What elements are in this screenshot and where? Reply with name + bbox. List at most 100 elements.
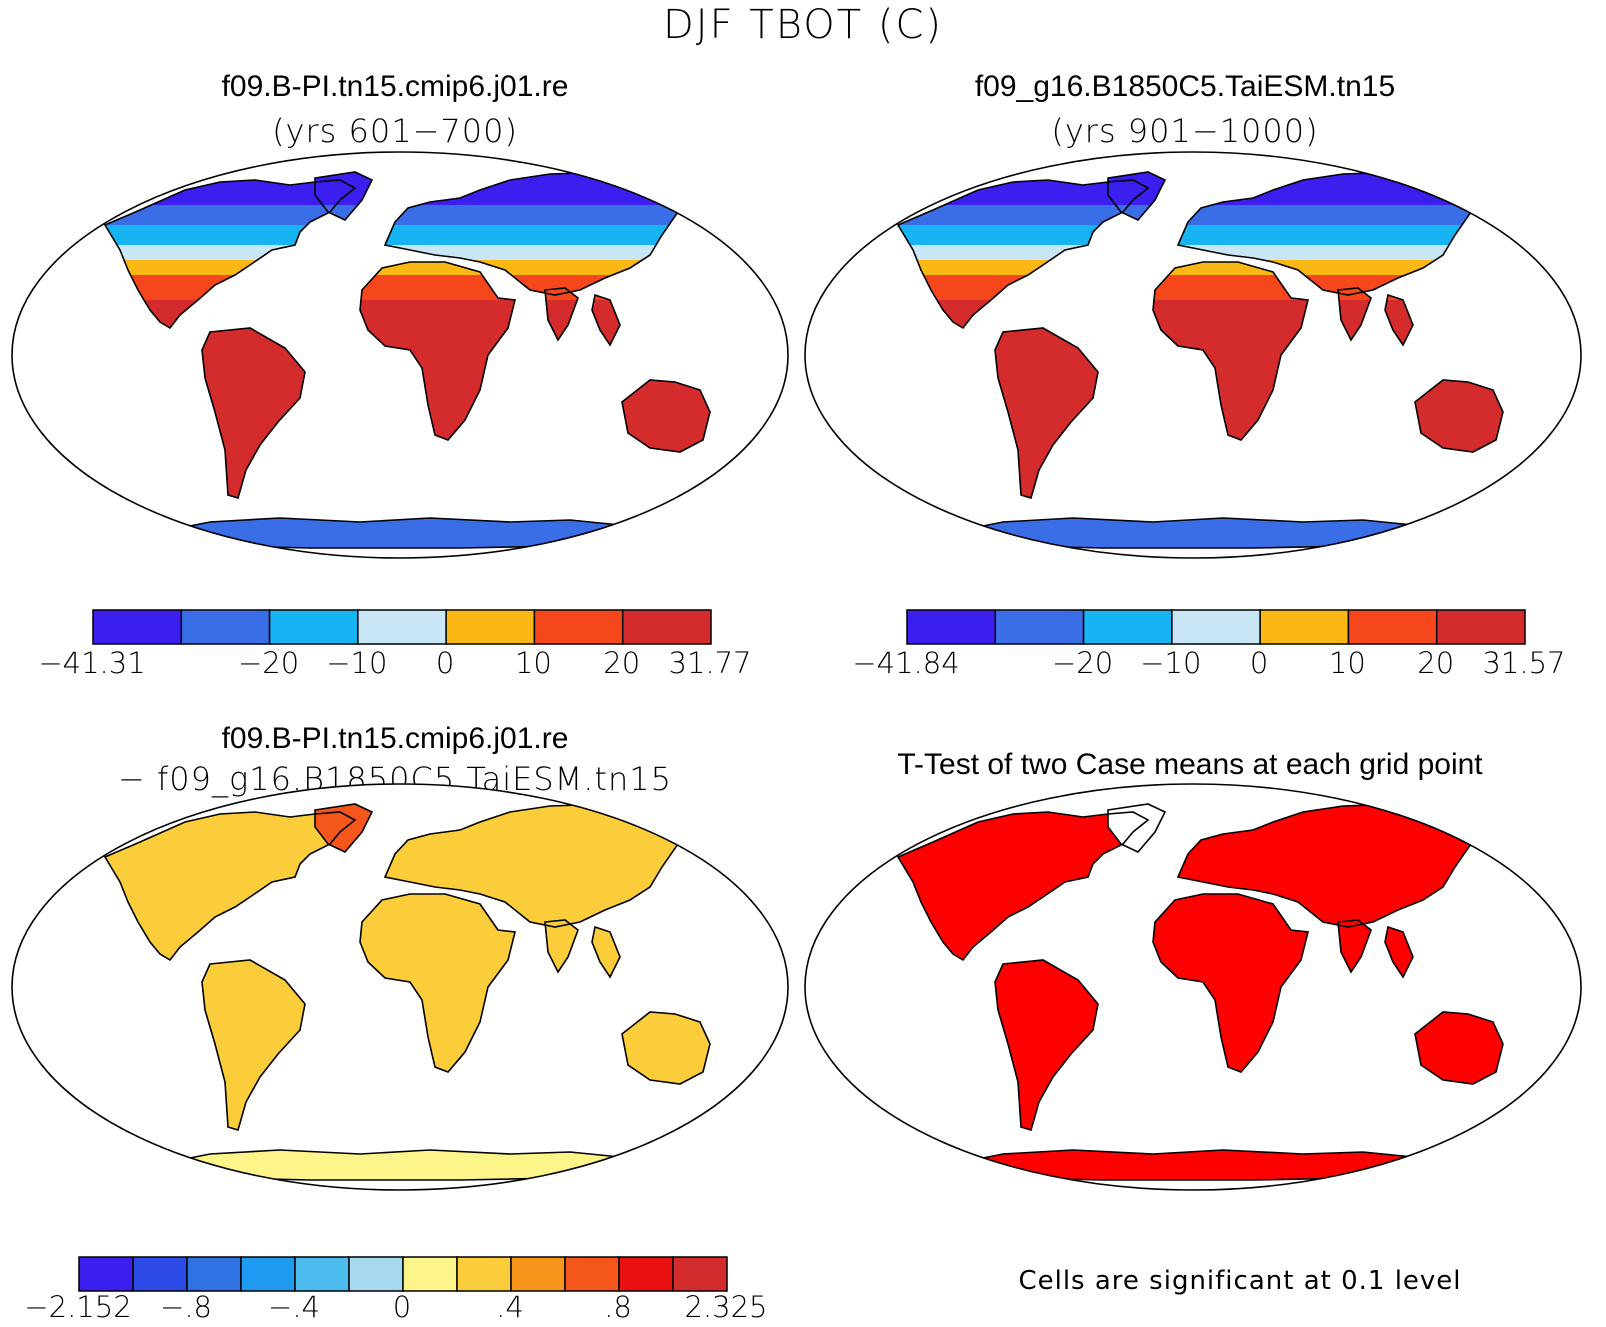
map-frame	[804, 151, 1582, 559]
colorbar-bottom-left	[78, 1256, 728, 1292]
land-antarctica	[160, 1150, 650, 1180]
colorbar-swatch	[456, 1256, 512, 1292]
coastline	[591, 925, 621, 979]
colorbar-swatch	[348, 1256, 404, 1292]
coastline	[994, 959, 1099, 1131]
coastline	[157, 1149, 653, 1181]
colorbar-swatch	[1435, 609, 1526, 645]
coastline	[314, 803, 374, 853]
coastline	[1414, 379, 1504, 453]
coastline	[1384, 925, 1414, 979]
coastline	[621, 379, 711, 453]
land-northAmerica	[105, 812, 355, 960]
colorbar-tick-label: −20	[237, 646, 300, 680]
temperature-band	[105, 205, 710, 225]
coastline	[359, 261, 516, 441]
colorbar-swatch	[533, 609, 624, 645]
coastline	[1384, 293, 1414, 347]
coastline	[1107, 803, 1167, 853]
coastline	[950, 1149, 1446, 1181]
colorbar-swatch	[240, 1256, 296, 1292]
colorbar-swatch	[1347, 609, 1438, 645]
land-australia	[1415, 1012, 1503, 1084]
colorbar-swatch	[1259, 609, 1350, 645]
coastline	[103, 811, 357, 962]
coastline	[359, 893, 516, 1073]
coastline	[1176, 171, 1485, 296]
colorbar-swatch	[1171, 609, 1261, 645]
colorbar-swatch	[92, 609, 183, 645]
colorbar-tick-label: 2.325	[684, 1290, 768, 1324]
land-eurasia	[1178, 804, 1483, 927]
colorbar-swatch	[994, 609, 1085, 645]
map-frame	[11, 783, 789, 1191]
coastline	[994, 327, 1099, 499]
coastline	[1152, 893, 1309, 1073]
colorbar-swatch	[186, 1256, 242, 1292]
colorbar-labels-top-right: −41.84 −20 −10 0 10 20 31.57	[803, 646, 1603, 686]
colorbar-top-right	[906, 609, 1526, 645]
colorbar-swatch	[78, 1256, 134, 1292]
colorbar-tick-label: −2.152	[24, 1290, 132, 1324]
colorbar-tick-label: −.8	[160, 1290, 212, 1324]
panel-title-top-left: f09.B-PI.tn15.cmip6.j01.re	[221, 70, 569, 103]
colorbar-tick-label: 10	[514, 646, 552, 680]
land-eurasia	[385, 804, 690, 927]
coastline	[591, 293, 621, 347]
land-australia	[622, 1012, 710, 1084]
colorbar-labels-bottom-left: −2.152 −.8 −.4 0 .4 .8 2.325	[0, 1290, 800, 1326]
colorbar-swatch	[357, 609, 447, 645]
coastline	[314, 171, 374, 221]
colorbar-swatch	[268, 609, 359, 645]
colorbar-swatch	[402, 1256, 458, 1292]
map-frame	[804, 783, 1582, 1191]
land-greenland	[315, 804, 372, 852]
coastline	[383, 803, 692, 928]
coastline	[896, 179, 1150, 330]
panel-title-bottom-right: T-Test of two Case means at each grid po…	[897, 748, 1483, 781]
coastline	[1337, 287, 1372, 342]
coastline	[383, 171, 692, 296]
colorbar-swatch	[180, 609, 271, 645]
map-panel-top-left	[11, 151, 789, 559]
coastline	[896, 811, 1150, 962]
panel-title-top-right: f09_g16.B1850C5.TaiESM.tn15	[974, 70, 1396, 103]
colorbar-swatch	[510, 1256, 566, 1292]
panel-subtitle-top-right: (yrs 901−1000)	[1051, 112, 1319, 150]
colorbar-tick-label: 0	[435, 646, 455, 680]
colorbar-swatch	[564, 1256, 620, 1292]
colorbar-swatch	[294, 1256, 350, 1292]
colorbar-tick-label: −41.84	[852, 646, 960, 680]
colorbar-tick-label: −41.31	[38, 646, 146, 680]
colorbar-tick-label: 31.77	[668, 646, 752, 680]
colorbar-tick-label: 31.57	[1482, 646, 1566, 680]
colorbar-tick-label: 10	[1328, 646, 1366, 680]
coastline	[1152, 261, 1309, 441]
map-panel-bottom-left	[11, 783, 789, 1191]
land-northAmerica	[898, 812, 1148, 960]
map-panel-bottom-right	[804, 783, 1582, 1191]
coastline	[1414, 1011, 1504, 1085]
colorbar-tick-label: 20	[603, 646, 641, 680]
land-india	[545, 920, 578, 972]
colorbar-tick-label: 20	[1417, 646, 1455, 680]
colorbar-swatch	[132, 1256, 188, 1292]
land-antarctica	[953, 1150, 1443, 1180]
land-southAmerica	[202, 960, 305, 1130]
temperature-band	[105, 225, 710, 245]
coastline	[1107, 171, 1167, 221]
colorbar-swatch	[618, 1256, 674, 1292]
land-africa	[1153, 894, 1308, 1072]
coastline	[1337, 919, 1372, 974]
colorbar-tick-label: 0	[1249, 646, 1269, 680]
coastline	[103, 179, 357, 330]
colorbar-swatch	[906, 609, 997, 645]
panel-subtitle-top-left: (yrs 601−700)	[272, 112, 518, 150]
coastline	[621, 1011, 711, 1085]
land-india	[1338, 920, 1371, 972]
panel-title-bottom-left: f09.B-PI.tn15.cmip6.j01.re	[221, 722, 569, 755]
colorbar-top-left	[92, 609, 712, 645]
coastline	[544, 287, 579, 342]
coastline	[1176, 803, 1485, 928]
coastline	[157, 517, 653, 549]
